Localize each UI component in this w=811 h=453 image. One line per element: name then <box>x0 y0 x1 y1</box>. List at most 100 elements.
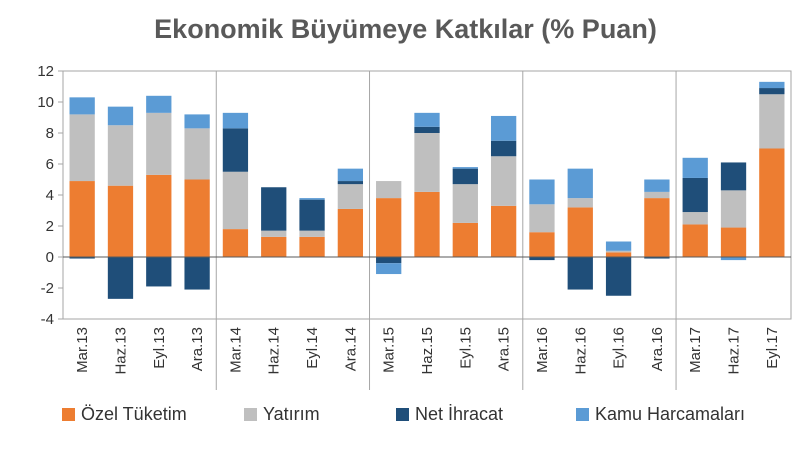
x-tick-label: Haz.15 <box>419 327 436 375</box>
bar-segment <box>567 257 593 290</box>
bar-segment <box>605 257 632 296</box>
bar-segment <box>184 179 210 257</box>
y-tick-label: 4 <box>46 187 54 204</box>
bar-segment <box>605 250 632 253</box>
x-tick-label: Eyl.15 <box>457 327 474 369</box>
bar-segment <box>376 257 402 264</box>
x-tick-label: Ara.14 <box>342 327 359 371</box>
bar-segment <box>452 222 478 257</box>
bar-segment <box>337 208 364 257</box>
bar-segment <box>222 112 249 129</box>
bar-segment <box>337 168 364 182</box>
bar-segment <box>720 257 747 261</box>
bar-segment <box>644 198 670 257</box>
bar-segment <box>605 252 632 257</box>
y-tick-label: 12 <box>37 63 54 80</box>
x-tick-label: Ara.13 <box>189 327 206 371</box>
bar-segment <box>299 236 325 257</box>
bar-segment <box>644 179 670 192</box>
x-tick-label: Eyl.16 <box>611 327 628 369</box>
bar-segment <box>682 157 708 178</box>
bar-segment <box>529 257 555 261</box>
bar-segment <box>222 171 249 230</box>
bar-segment <box>644 191 670 199</box>
legend-swatch <box>576 408 589 421</box>
bar-segment <box>222 128 249 172</box>
bar-segment <box>452 168 478 185</box>
x-tick-label: Mar.13 <box>74 327 91 373</box>
bar-segment <box>337 184 364 209</box>
bar-segment <box>184 114 210 129</box>
bar-segment <box>682 224 708 257</box>
y-tick-label: 2 <box>46 218 54 235</box>
legend-swatch <box>62 408 75 421</box>
bar-segment <box>529 204 555 233</box>
bar-segment <box>490 115 517 141</box>
bar-segment <box>759 88 785 95</box>
chart-title: Ekonomik Büyümeye Katkılar (% Puan) <box>154 14 657 44</box>
bar-segment <box>184 257 210 290</box>
x-tick-label: Haz.17 <box>726 327 743 375</box>
bar-segment <box>490 205 517 257</box>
bar-segment <box>146 112 172 175</box>
bar-segment <box>376 263 402 275</box>
x-tick-label: Haz.14 <box>266 327 283 375</box>
x-tick-label: Mar.16 <box>534 327 551 373</box>
bar-segment <box>682 212 708 225</box>
x-tick-label: Mar.14 <box>227 327 244 373</box>
bar-segment <box>414 112 440 127</box>
bar-segment <box>529 179 555 205</box>
bar-segment <box>759 148 785 257</box>
x-tick-label: Haz.13 <box>112 327 129 375</box>
y-tick-label: 6 <box>46 156 54 173</box>
bar-segment <box>414 191 440 257</box>
bar-segment <box>759 94 785 149</box>
bar-segment <box>720 162 747 191</box>
bar-segment <box>69 97 95 115</box>
legend-swatch <box>244 408 257 421</box>
bar-segment <box>605 241 632 251</box>
x-tick-label: Ara.16 <box>649 327 666 371</box>
legend-swatch <box>396 408 409 421</box>
y-tick-label: -2 <box>41 280 54 297</box>
bar-segment <box>644 257 670 259</box>
bar-segment <box>452 167 478 169</box>
bar-segment <box>414 126 440 133</box>
bar-segment <box>337 181 364 185</box>
x-tick-label: Mar.17 <box>687 327 704 373</box>
bar-segment <box>567 168 593 199</box>
legend-label: Özel Tüketim <box>81 404 187 424</box>
x-tick-label: Haz.16 <box>572 327 589 375</box>
bar-segment <box>184 128 210 180</box>
bar-segment <box>146 95 172 113</box>
x-tick-label: Ara.15 <box>496 327 513 371</box>
x-tick-label: Mar.15 <box>381 327 398 373</box>
y-tick-label: 0 <box>46 249 54 266</box>
x-tick-label: Eyl.13 <box>151 327 168 369</box>
bar-segment <box>146 257 172 287</box>
bar-segment <box>107 257 134 299</box>
y-tick-label: -4 <box>41 311 54 328</box>
bar-segment <box>529 232 555 257</box>
bar-segment <box>567 198 593 208</box>
bar-segment <box>759 81 785 89</box>
x-tick-label: Eyl.17 <box>764 327 781 369</box>
legend-label: Kamu Harcamaları <box>595 404 745 424</box>
legend-label: Net İhracat <box>415 404 503 424</box>
bar-segment <box>414 133 440 192</box>
bar-segment <box>490 140 517 157</box>
legend-label: Yatırım <box>263 404 320 424</box>
bar-segment <box>222 229 249 257</box>
bar-segment <box>490 156 517 206</box>
bar-segment <box>376 181 402 199</box>
bar-segment <box>452 184 478 223</box>
bar-segment <box>720 227 747 257</box>
bar-segment <box>261 230 287 237</box>
bar-segment <box>261 187 287 231</box>
x-tick-label: Eyl.14 <box>304 327 321 369</box>
bar-segment <box>69 114 95 182</box>
bar-segment <box>299 230 325 237</box>
bar-segment <box>146 174 172 257</box>
